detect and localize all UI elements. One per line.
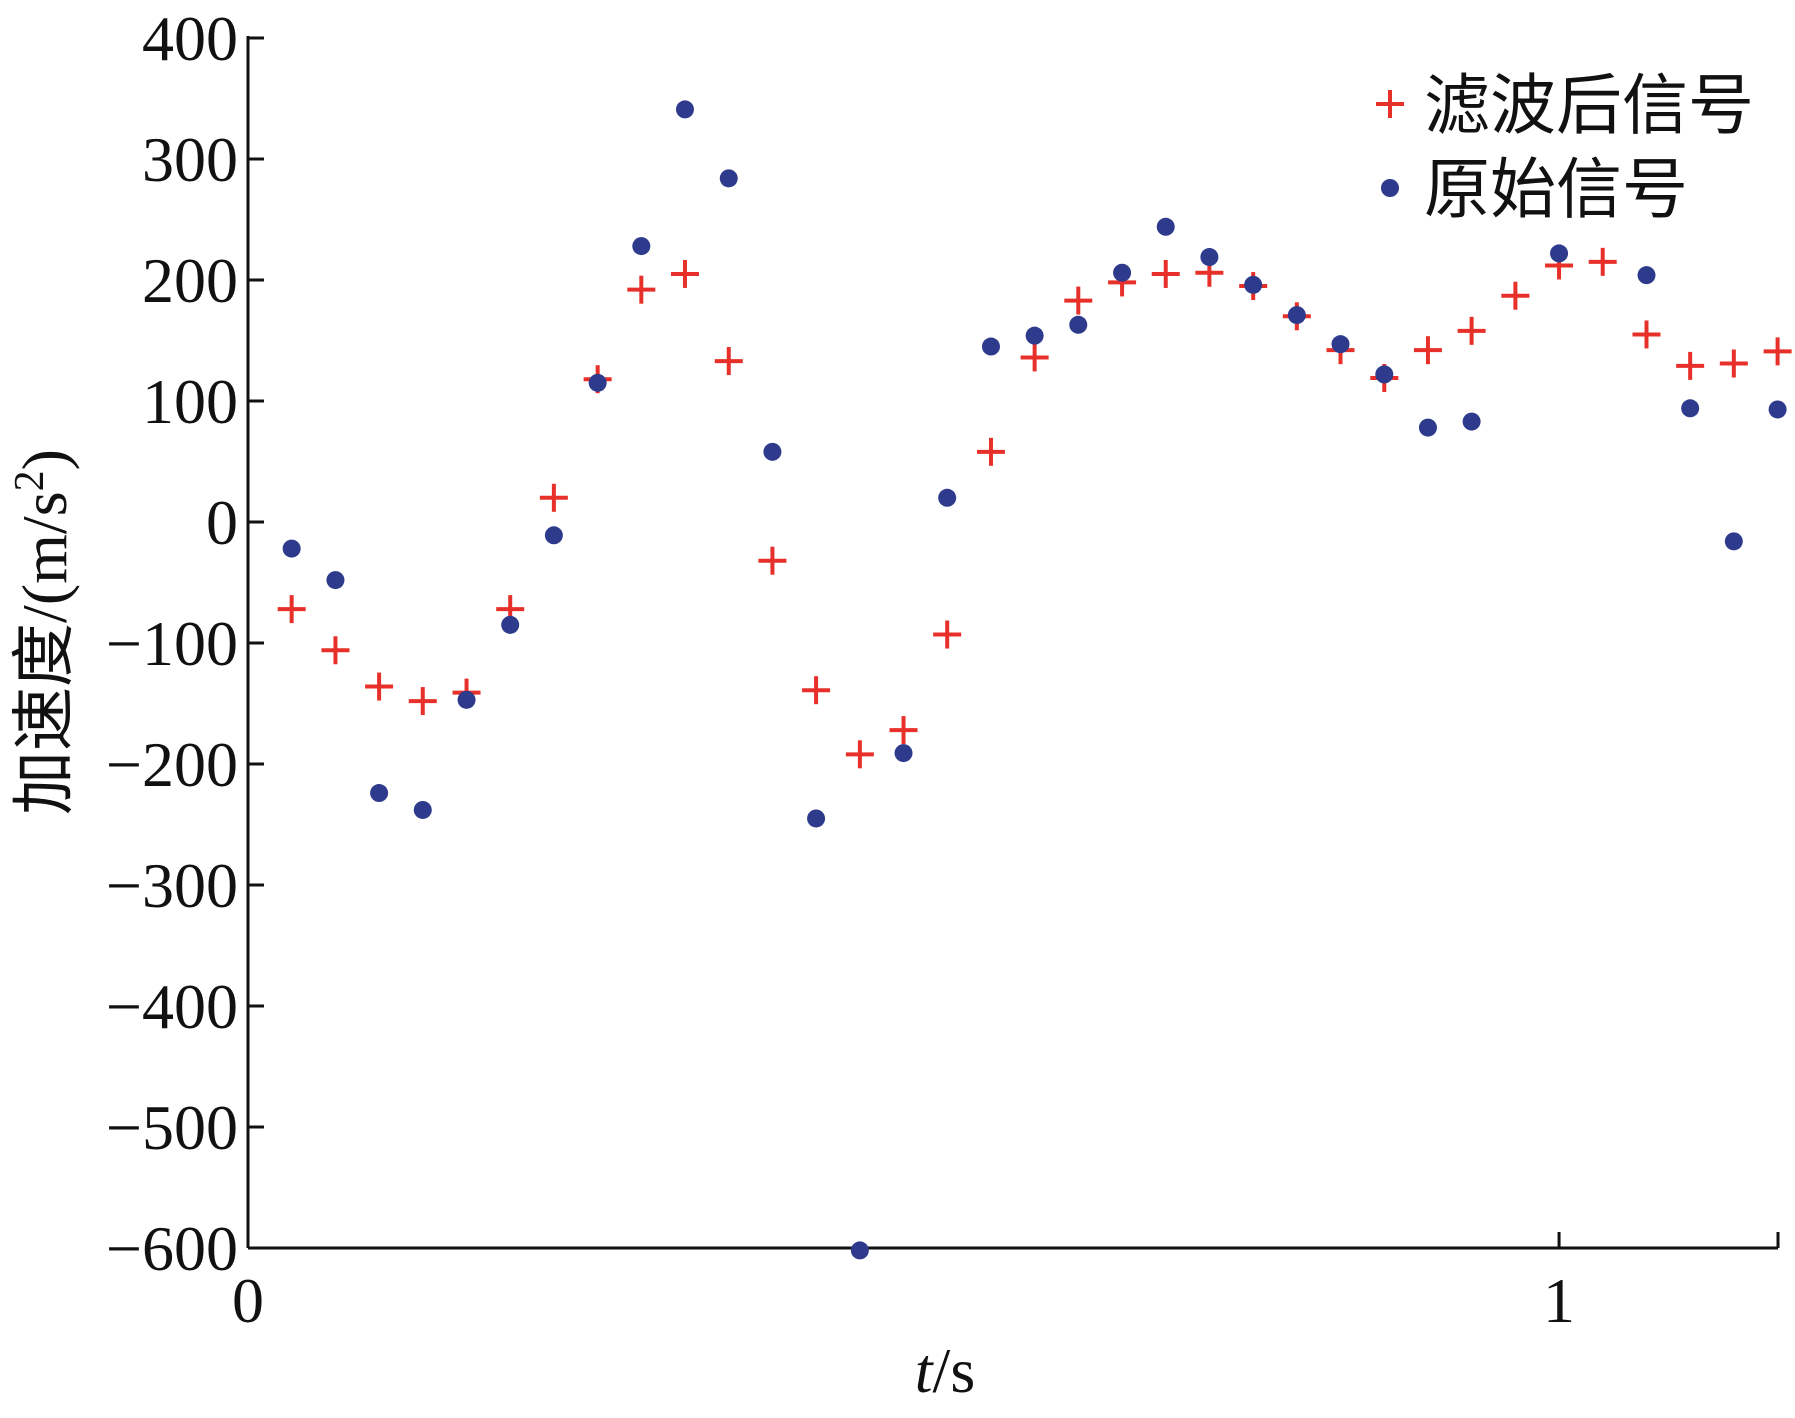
x-tick-label: 1 xyxy=(1543,1265,1575,1336)
dot-point xyxy=(981,337,1000,356)
plus-point xyxy=(845,740,874,769)
plus-point xyxy=(1064,286,1093,315)
y-tick-label: −600 xyxy=(106,1213,238,1284)
y-tick-label: −500 xyxy=(106,1092,238,1163)
dot-point xyxy=(1200,248,1219,267)
dot-point xyxy=(1550,244,1569,263)
dot-point xyxy=(1375,365,1394,384)
legend-entry-original: 原始信号 xyxy=(1381,151,1688,228)
y-tick-label: 200 xyxy=(142,245,238,316)
dot-point xyxy=(1637,266,1656,285)
dot-point xyxy=(1113,263,1132,282)
plus-point xyxy=(1676,351,1705,380)
y-tick-label: −200 xyxy=(106,729,238,800)
plus-point xyxy=(627,275,656,304)
dot-point xyxy=(894,744,913,763)
plus-point xyxy=(1588,247,1617,276)
dot-point xyxy=(326,571,345,590)
plus-point xyxy=(1151,259,1180,288)
dot-point xyxy=(1156,217,1175,236)
dot-point xyxy=(282,539,301,558)
dot-point xyxy=(1287,306,1306,325)
plus-point xyxy=(889,716,918,745)
series-filtered xyxy=(277,247,1792,769)
y-axis-title: 加速度/(m/s2) xyxy=(7,449,80,815)
plus-point xyxy=(1457,316,1486,345)
legend-label-filtered: 滤波后信号 xyxy=(1424,67,1754,144)
dot-point xyxy=(1069,315,1088,334)
plus-point xyxy=(1763,337,1792,366)
y-axis-ticks: 400 300 200 100 0 −100 −200 −300 −400 −500 −600 xyxy=(106,3,264,1284)
plus-point xyxy=(539,483,568,512)
dot-point xyxy=(807,809,826,828)
dot-point xyxy=(1681,399,1700,418)
dot-point xyxy=(1244,275,1263,294)
y-tick-label: 0 xyxy=(206,487,238,558)
dot-point xyxy=(457,690,476,709)
data-marks xyxy=(277,100,1792,1260)
dot-point xyxy=(544,526,563,545)
dot-point xyxy=(1418,418,1437,437)
plus-point xyxy=(714,347,743,376)
dot-point xyxy=(1768,400,1787,419)
legend-label-original: 原始信号 xyxy=(1424,151,1688,228)
series-original xyxy=(282,100,1787,1260)
dot-point xyxy=(370,784,389,803)
plus-point xyxy=(321,636,350,665)
dot-point xyxy=(850,1241,869,1260)
dot-point xyxy=(1025,326,1044,345)
legend-entry-filtered: 滤波后信号 xyxy=(1376,67,1754,144)
x-axis-title: t/s xyxy=(915,1335,975,1406)
plus-point xyxy=(1719,349,1748,378)
dot-point xyxy=(763,442,782,461)
y-tick-label: −100 xyxy=(106,608,238,679)
plus-point xyxy=(758,546,787,575)
plus-point xyxy=(277,595,306,624)
dot-point xyxy=(1724,532,1743,551)
plus-point xyxy=(1632,320,1661,349)
dot-point xyxy=(588,373,607,392)
legend-dot-marker xyxy=(1381,179,1399,197)
plus-point xyxy=(802,676,831,705)
x-tick-label: 0 xyxy=(232,1265,264,1336)
plus-point xyxy=(1413,336,1442,365)
legend: 滤波后信号 原始信号 xyxy=(1376,67,1754,228)
plus-point xyxy=(933,620,962,649)
y-tick-label: 300 xyxy=(142,124,238,195)
y-tick-label: 100 xyxy=(142,366,238,437)
legend-plus-marker xyxy=(1376,90,1404,118)
dot-point xyxy=(501,615,520,634)
y-tick-label: 400 xyxy=(142,3,238,74)
plus-point xyxy=(1501,281,1530,310)
dot-point xyxy=(675,100,694,119)
y-tick-label: −400 xyxy=(106,971,238,1042)
dot-point xyxy=(413,800,432,819)
dot-point xyxy=(719,169,738,188)
plus-point xyxy=(408,687,437,716)
dot-point xyxy=(1331,335,1350,354)
plus-point xyxy=(976,437,1005,466)
dot-point xyxy=(1462,412,1481,431)
dot-point xyxy=(938,488,957,507)
plus-point xyxy=(1020,343,1049,372)
plus-point xyxy=(670,259,699,288)
dot-point xyxy=(632,237,651,256)
y-tick-label: −300 xyxy=(106,850,238,921)
plus-point xyxy=(365,672,394,701)
